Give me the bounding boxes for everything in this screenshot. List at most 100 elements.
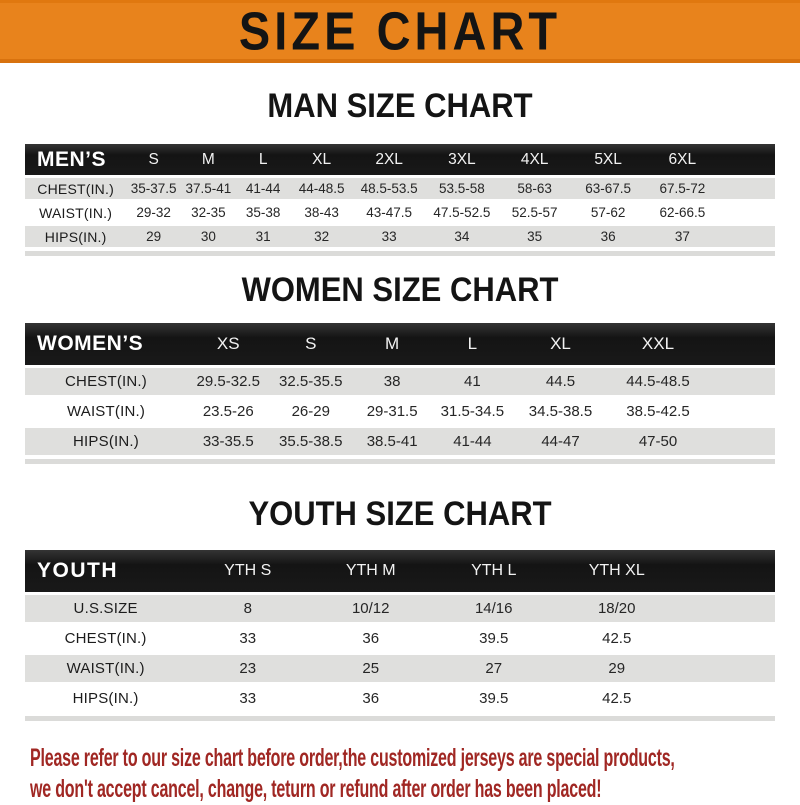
table-header-row-women: WOMEN’S XS S M L XL XXL <box>25 323 775 365</box>
size-value-cell: 10/12 <box>309 595 433 622</box>
column-header-cell: XXL <box>608 323 708 365</box>
column-header-cell: YTH S <box>186 550 310 592</box>
table-header-row-men: MEN’S S M L XL 2XL 3XL 4XL 5XL 6XL <box>25 144 775 175</box>
size-value-cell: 42.5 <box>555 685 679 712</box>
table-header-row-youth: YOUTH YTH S YTH M YTH L YTH XL <box>25 550 775 592</box>
column-header-cell: M <box>181 144 236 175</box>
column-header-cell: S <box>126 144 181 175</box>
table-row: WAIST(IN.) 23 25 27 29 <box>25 655 775 682</box>
size-value-cell: 36 <box>571 226 646 247</box>
table-row: U.S.SIZE 8 10/12 14/16 18/20 <box>25 595 775 622</box>
table-row: HIPS(IN.) 29 30 31 32 33 34 35 36 37 <box>25 226 775 247</box>
size-value-cell: 47-50 <box>608 428 708 455</box>
size-value-cell: 29 <box>126 226 181 247</box>
size-value-cell: 67.5-72 <box>645 178 720 199</box>
table-bottom-strip <box>25 716 775 721</box>
size-value-cell: 38.5-42.5 <box>608 398 708 425</box>
size-table-women: WOMEN’S XS S M L XL XXL CHEST(IN.) 29.5-32.5 32.5… <box>25 320 775 458</box>
size-value-cell: 36 <box>309 625 433 652</box>
table-bottom-strip <box>25 251 775 256</box>
size-value-cell: 32.5-35.5 <box>269 368 352 395</box>
size-value-cell: 34.5-38.5 <box>512 398 609 425</box>
section-heading-men: MAN SIZE CHART <box>267 86 533 125</box>
column-header-cell: 3XL <box>425 144 499 175</box>
table-header-label: YOUTH <box>25 550 187 592</box>
size-value-cell: 32-35 <box>181 202 236 223</box>
empty-cell <box>678 625 775 652</box>
table-row: HIPS(IN.) 33 36 39.5 42.5 <box>25 685 775 712</box>
size-value-cell: 35-37.5 <box>126 178 181 199</box>
table-row: HIPS(IN.) 33-35.5 35.5-38.5 38.5-41 41-44 44-… <box>25 428 775 455</box>
row-label-cell: CHEST(IN.) <box>25 368 187 395</box>
table-header-label: WOMEN’S <box>25 323 187 365</box>
size-value-cell: 41-44 <box>432 428 513 455</box>
column-header-cell: XL <box>290 144 353 175</box>
row-label-cell: CHEST(IN.) <box>25 625 187 652</box>
empty-cell <box>707 398 775 425</box>
size-value-cell: 42.5 <box>555 625 679 652</box>
size-value-cell: 32 <box>290 226 353 247</box>
size-value-cell: 63-67.5 <box>571 178 646 199</box>
empty-cell <box>719 226 775 247</box>
size-chart-section-women: WOMEN SIZE CHART WOMEN’S XS S M L XL XXL CHEST(I… <box>0 270 800 464</box>
empty-cell <box>719 178 775 199</box>
size-value-cell: 38-43 <box>290 202 353 223</box>
row-label-cell: WAIST(IN.) <box>25 202 127 223</box>
size-value-cell: 35-38 <box>235 202 291 223</box>
size-chart-section-men: MAN SIZE CHART MEN’S S M L XL 2XL 3XL 4XL 5XL 6XL C… <box>0 86 800 256</box>
size-value-cell: 29 <box>555 655 679 682</box>
size-value-cell: 14/16 <box>432 595 556 622</box>
table-row: CHEST(IN.) 35-37.5 37.5-41 41-44 44-48.5 48.5… <box>25 178 775 199</box>
size-value-cell: 52.5-57 <box>498 202 571 223</box>
table-row: WAIST(IN.) 23.5-26 26-29 29-31.5 31.5-34.5 34… <box>25 398 775 425</box>
row-label-cell: HIPS(IN.) <box>25 685 187 712</box>
size-value-cell: 33-35.5 <box>187 428 270 455</box>
column-header-cell: XS <box>187 323 270 365</box>
row-label-cell: HIPS(IN.) <box>25 226 127 247</box>
size-value-cell: 23.5-26 <box>187 398 270 425</box>
empty-cell <box>678 685 775 712</box>
size-value-cell: 37.5-41 <box>181 178 236 199</box>
size-table-men: MEN’S S M L XL 2XL 3XL 4XL 5XL 6XL CHEST(IN.) 35-37… <box>25 141 775 250</box>
size-value-cell: 27 <box>432 655 556 682</box>
empty-header-cell <box>719 144 775 175</box>
section-heading-women: WOMEN SIZE CHART <box>241 270 559 309</box>
column-header-cell: 5XL <box>571 144 646 175</box>
size-value-cell: 29.5-32.5 <box>187 368 270 395</box>
size-value-cell: 25 <box>309 655 433 682</box>
size-value-cell: 38 <box>352 368 433 395</box>
size-value-cell: 44-47 <box>512 428 609 455</box>
footer-note: Please refer to our size chart before or… <box>0 743 800 805</box>
size-value-cell: 29-31.5 <box>352 398 433 425</box>
size-value-cell: 44.5-48.5 <box>608 368 708 395</box>
row-label-cell: U.S.SIZE <box>25 595 187 622</box>
size-value-cell: 18/20 <box>555 595 679 622</box>
size-value-cell: 23 <box>186 655 310 682</box>
size-value-cell: 44-48.5 <box>290 178 353 199</box>
size-value-cell: 44.5 <box>512 368 609 395</box>
empty-cell <box>707 428 775 455</box>
size-value-cell: 38.5-41 <box>352 428 433 455</box>
size-value-cell: 36 <box>309 685 433 712</box>
size-value-cell: 58-63 <box>498 178 571 199</box>
size-value-cell: 39.5 <box>432 685 556 712</box>
empty-header-cell <box>678 550 775 592</box>
size-value-cell: 26-29 <box>269 398 352 425</box>
size-value-cell: 53.5-58 <box>425 178 499 199</box>
note-line-1: Please refer to our size chart before or… <box>30 744 675 772</box>
size-value-cell: 33 <box>186 625 310 652</box>
size-value-cell: 31 <box>235 226 291 247</box>
table-row: CHEST(IN.) 33 36 39.5 42.5 <box>25 625 775 652</box>
size-value-cell: 30 <box>181 226 236 247</box>
size-value-cell: 8 <box>186 595 310 622</box>
size-value-cell: 37 <box>645 226 720 247</box>
size-value-cell: 33 <box>352 226 426 247</box>
column-header-cell: 2XL <box>352 144 426 175</box>
row-label-cell: WAIST(IN.) <box>25 398 187 425</box>
column-header-cell: 6XL <box>645 144 720 175</box>
section-heading-youth: YOUTH SIZE CHART <box>248 494 552 533</box>
row-label-cell: WAIST(IN.) <box>25 655 187 682</box>
column-header-cell: YTH XL <box>555 550 679 592</box>
column-header-cell: L <box>235 144 291 175</box>
